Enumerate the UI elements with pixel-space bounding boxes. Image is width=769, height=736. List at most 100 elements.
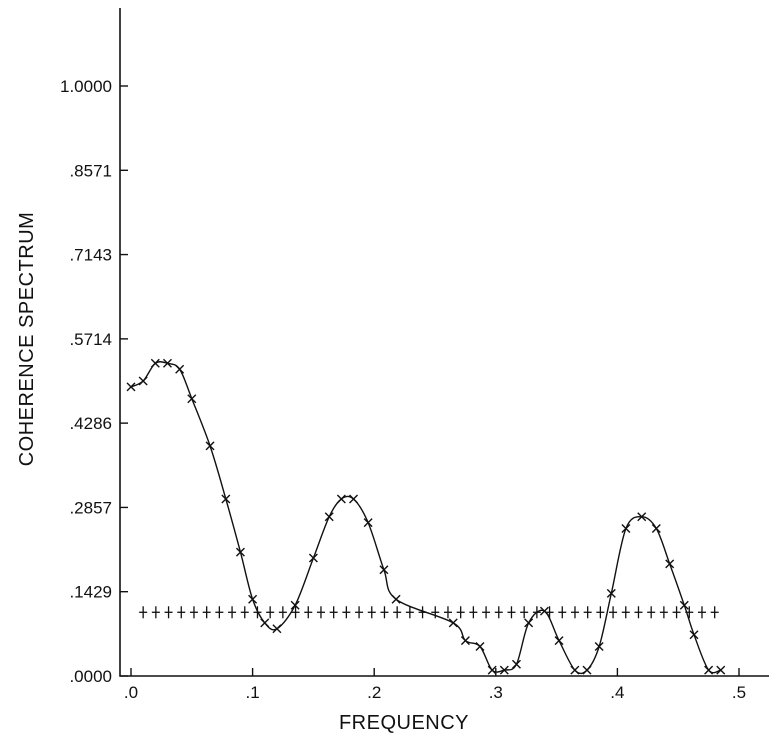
plus-data-point <box>596 606 605 619</box>
x-axis-title: FREQUENCY <box>339 712 469 734</box>
x-data-point <box>363 518 373 528</box>
x-data-point <box>665 559 675 569</box>
axes <box>119 8 769 677</box>
x-data-point <box>524 618 534 628</box>
x-data-point <box>460 636 470 646</box>
tick-labels: .0000 .1429 .2857 .4286 .5714 .7143 .8571 1.000… <box>60 77 746 702</box>
x-data-point <box>187 394 197 404</box>
y-tick-label: .4286 <box>69 414 112 433</box>
x-data-point <box>499 665 509 675</box>
plus-data-point <box>418 606 427 619</box>
x-data-point <box>150 358 160 368</box>
plus-data-point <box>405 606 414 619</box>
plus-data-point <box>431 606 440 619</box>
plus-data-point <box>685 606 694 619</box>
x-data-point <box>554 636 564 646</box>
x-data-point <box>260 618 270 628</box>
x-data-point <box>235 547 245 557</box>
plus-data-point <box>342 606 351 619</box>
x-data-point <box>621 524 631 533</box>
plus-data-point <box>672 606 681 619</box>
x-data-point <box>487 665 497 675</box>
plus-data-point <box>583 606 592 619</box>
plus-data-point <box>355 606 364 619</box>
x-data-point <box>221 494 231 504</box>
x-tick-label: .5 <box>732 683 746 702</box>
plus-data-point <box>215 606 224 619</box>
x-data-point <box>379 565 389 575</box>
plus-data-point <box>228 606 237 619</box>
axis-frame <box>119 8 769 677</box>
plus-data-point <box>329 606 338 619</box>
plus-data-point <box>380 606 389 619</box>
plus-data-point <box>469 606 478 619</box>
x-tick-label: .1 <box>246 683 260 702</box>
x-data-point <box>126 382 136 392</box>
x-data-point <box>248 594 258 604</box>
plus-data-point <box>710 606 719 619</box>
plus-data-point <box>697 606 706 619</box>
x-data-point <box>308 553 318 563</box>
plus-data-point <box>240 606 249 619</box>
plus-data-point <box>266 606 275 619</box>
x-data-point <box>570 665 580 675</box>
x-tick-label: .3 <box>489 683 503 702</box>
x-data-point <box>391 594 401 604</box>
plus-data-point <box>316 606 325 619</box>
x-marker-series <box>126 358 726 675</box>
plus-data-point <box>151 606 160 619</box>
plus-data-point <box>304 606 313 619</box>
x-data-point <box>324 512 334 522</box>
y-tick-label: .2857 <box>69 498 112 517</box>
x-data-point <box>290 600 300 610</box>
plus-data-point <box>634 606 643 619</box>
y-axis-title: COHERENCE SPECTRUM <box>16 212 38 467</box>
x-tick-label: .2 <box>367 683 381 702</box>
plus-data-point <box>443 606 452 619</box>
plus-data-point <box>139 606 148 619</box>
x-tick-label: .0 <box>124 683 138 702</box>
y-tick-label: 1.0000 <box>60 77 112 96</box>
x-data-point <box>679 600 689 610</box>
y-tick-label: .1429 <box>69 583 112 602</box>
ticks <box>120 85 740 677</box>
plus-data-point <box>367 606 376 619</box>
plus-data-point <box>177 606 186 619</box>
plus-data-point <box>570 606 579 619</box>
plus-data-point <box>253 606 262 619</box>
x-data-point <box>689 630 699 640</box>
x-data-point <box>606 588 616 598</box>
plus-data-point <box>482 606 491 619</box>
coherence-curve <box>130 361 721 675</box>
x-data-point <box>539 606 549 616</box>
x-data-point <box>716 665 726 675</box>
curve-layer <box>130 361 721 675</box>
plus-data-point <box>202 606 211 619</box>
plus-data-point <box>647 606 656 619</box>
x-data-point <box>582 665 592 675</box>
y-tick-label: .7143 <box>69 246 112 265</box>
x-data-point <box>205 441 215 451</box>
plus-data-point <box>532 606 541 619</box>
x-data-point <box>637 512 647 522</box>
x-data-point <box>272 624 282 634</box>
x-data-point <box>138 376 148 386</box>
plus-data-point <box>456 606 465 619</box>
plus-data-point <box>659 606 668 619</box>
y-tick-label: .0000 <box>69 667 112 686</box>
plus-data-point <box>291 606 300 619</box>
plus-marker-series <box>139 606 719 619</box>
x-data-point <box>162 358 172 368</box>
x-data-point <box>336 494 346 504</box>
plus-data-point <box>189 606 198 619</box>
plus-data-point <box>621 606 630 619</box>
plus-data-point <box>507 606 516 619</box>
plus-data-point <box>558 606 567 619</box>
x-data-point <box>511 659 521 669</box>
plus-data-point <box>520 606 529 619</box>
plus-data-point <box>393 606 402 619</box>
x-data-point <box>704 665 714 675</box>
y-tick-label: .8571 <box>69 161 112 180</box>
x-data-point <box>594 642 604 651</box>
